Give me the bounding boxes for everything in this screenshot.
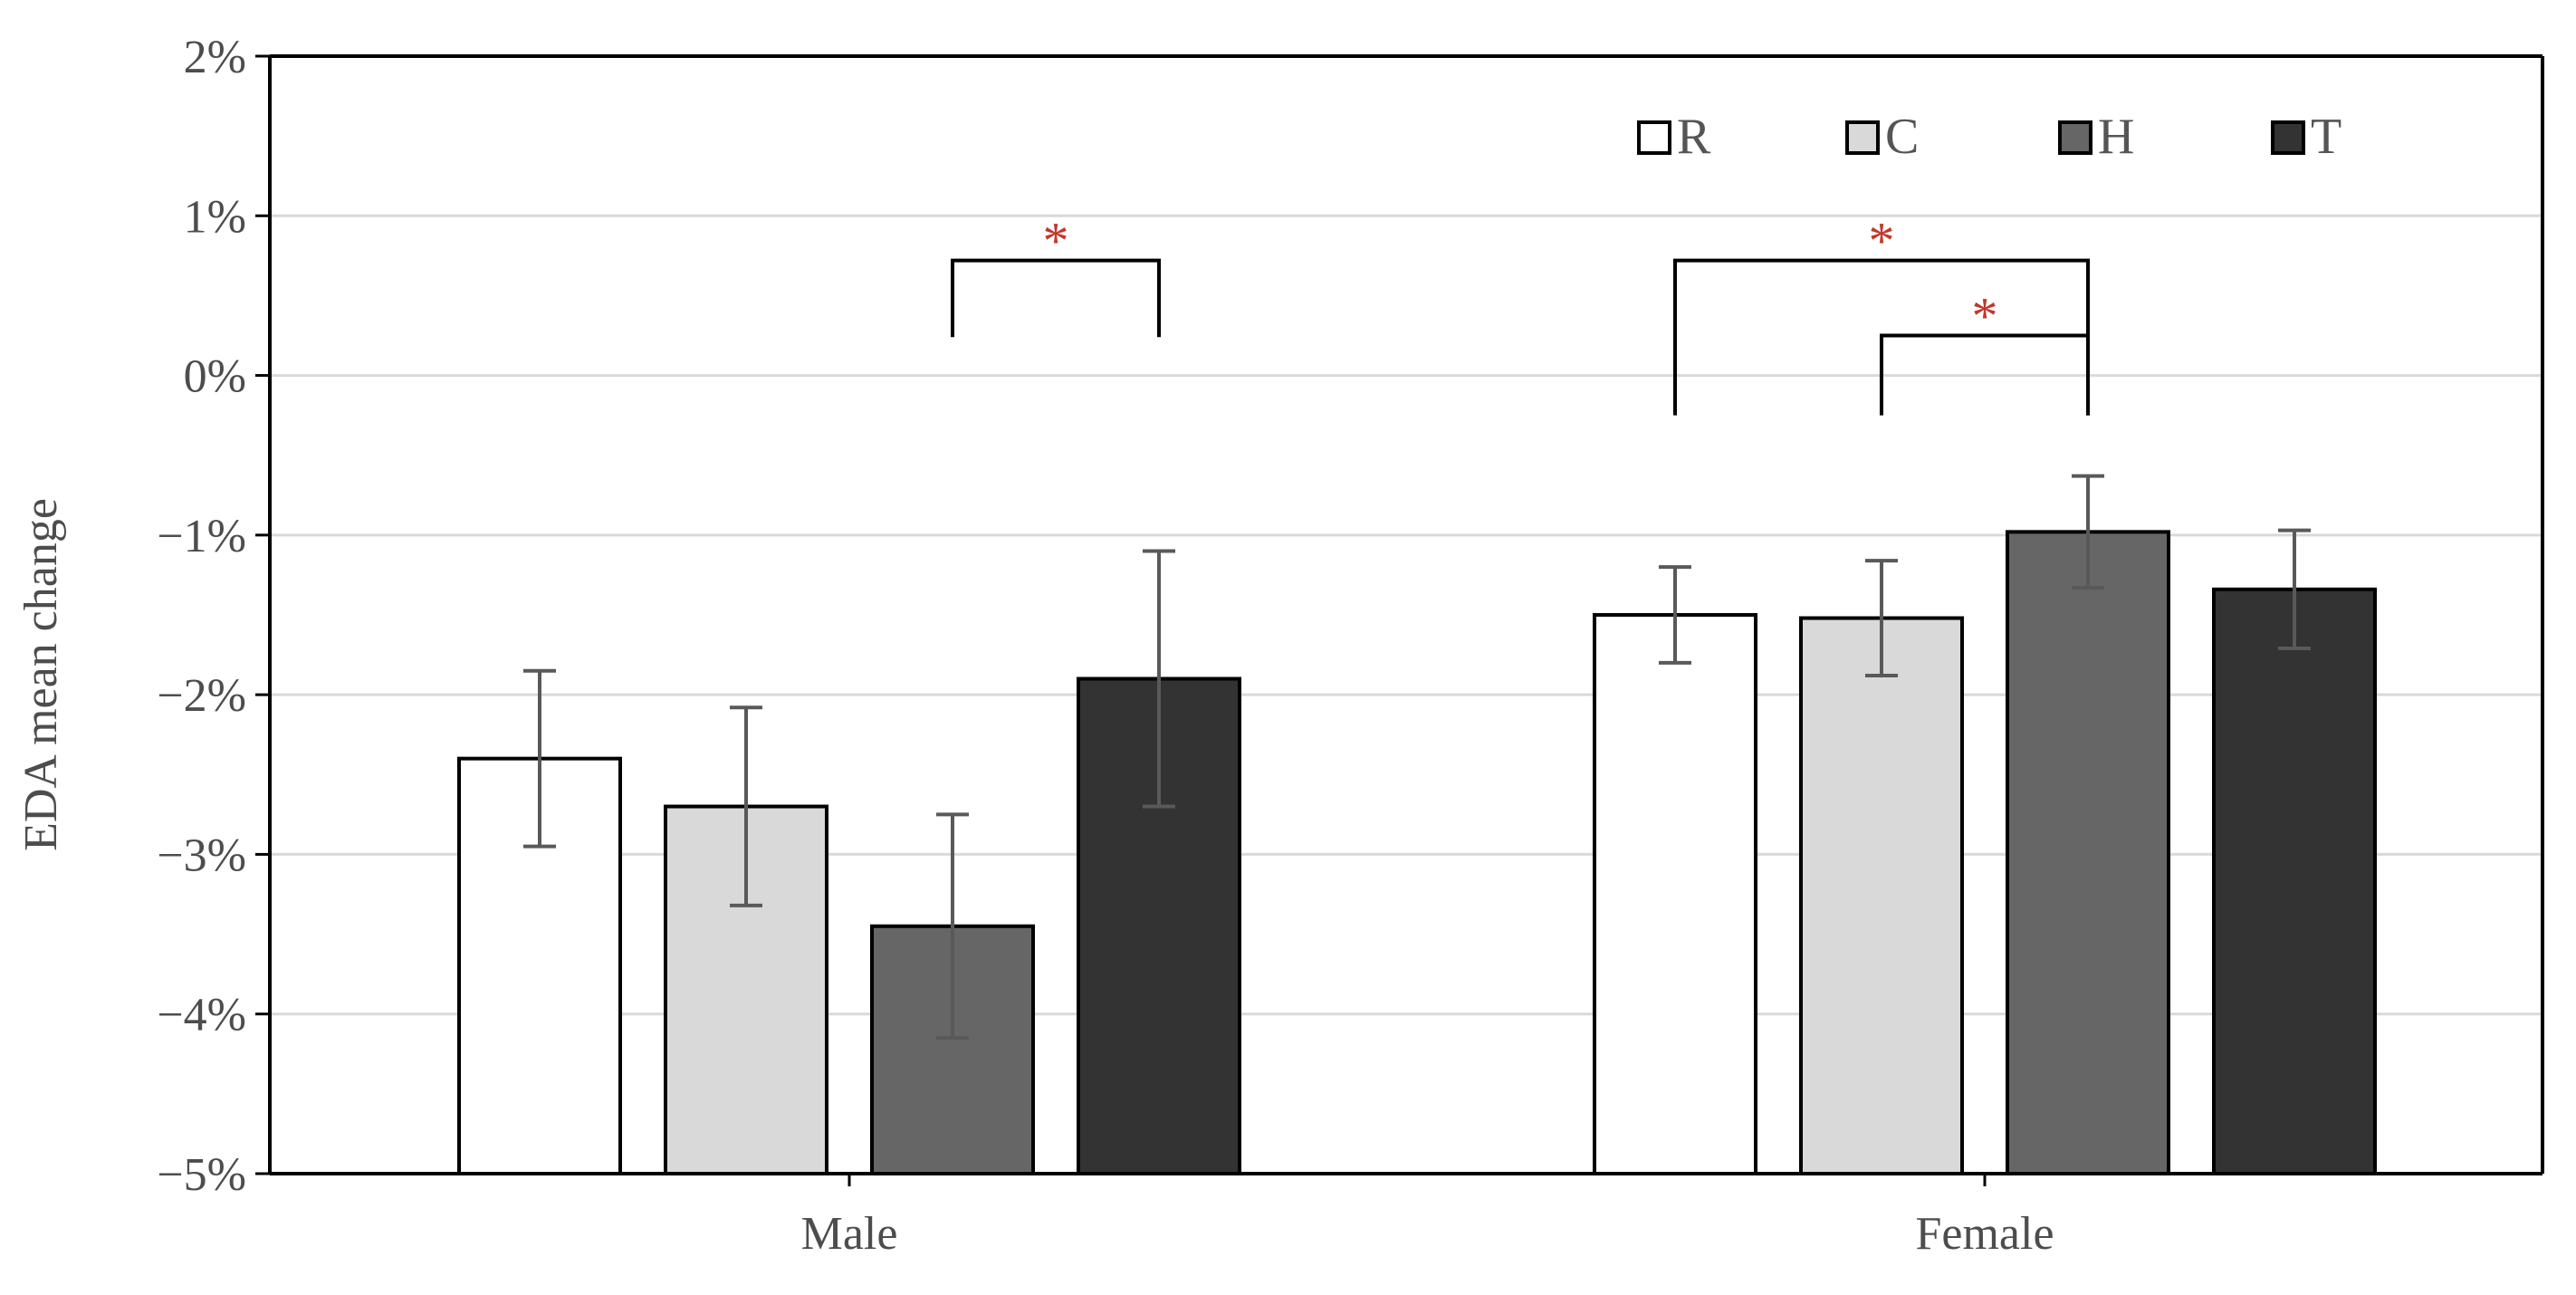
y-tick-label: −2%	[157, 670, 246, 722]
bar-R-female	[1593, 613, 1757, 1175]
legend-swatch-T	[2271, 120, 2305, 155]
y-tick-label: −5%	[157, 1149, 246, 1201]
legend-swatch-C	[1845, 120, 1880, 155]
significance-bracket	[1880, 333, 2090, 416]
axes: 2% 1% 0% −1% −2% −3% −4% −5% Male Female	[157, 32, 2544, 1260]
bars	[457, 530, 2377, 1176]
bar-T-male	[1077, 676, 1241, 1175]
legend-label-H: H	[2098, 109, 2134, 165]
y-tick-label: 0%	[184, 351, 246, 403]
x-category-label: Male	[801, 1208, 898, 1260]
bar-C-female	[1799, 616, 1964, 1175]
significance-star: *	[1869, 212, 1895, 271]
y-tick-label: −3%	[157, 830, 246, 881]
significance-bracket	[951, 258, 1161, 338]
significance-star: *	[1043, 212, 1069, 271]
y-tick-label: −1%	[157, 511, 246, 562]
bar-T-female	[2212, 587, 2377, 1175]
y-axis-title: EDA mean change	[15, 498, 67, 851]
y-tick-label: 1%	[184, 191, 246, 243]
x-category-label: Female	[1915, 1208, 2054, 1260]
bar-H-female	[2006, 530, 2170, 1175]
legend-label-T: T	[2311, 109, 2341, 165]
significance-star: *	[1972, 287, 1998, 346]
legend-label-R: R	[1677, 109, 1711, 165]
legend-swatch-R	[1637, 120, 1671, 155]
significance-brackets: * * *	[951, 212, 2090, 416]
legend-swatch-H	[2058, 120, 2092, 155]
gridlines	[270, 54, 2542, 1016]
legend-label-C: C	[1885, 109, 1919, 165]
y-tick-label: 2%	[184, 32, 246, 83]
error-bars	[523, 474, 2311, 1041]
y-tick-label: −4%	[157, 990, 246, 1041]
